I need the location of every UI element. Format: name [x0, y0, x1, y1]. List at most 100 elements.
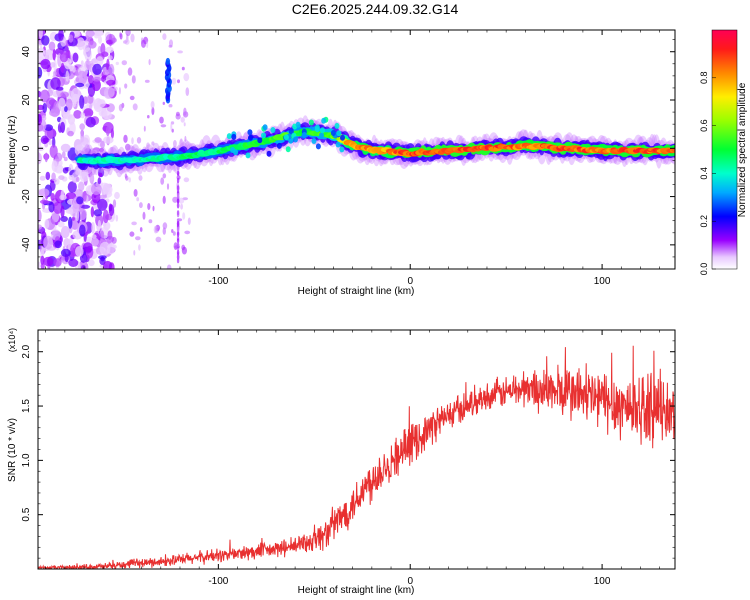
spectrogram-panel: -100 0 100 -40 -20 0 20 40 Height of straight … — [7, 29, 676, 297]
spectrogram-cell — [314, 126, 320, 133]
colorbar: 0.0 0.2 0.4 0.6 0.8 Normalized spectral ampl… — [699, 29, 748, 276]
spectrogram-cell — [76, 196, 84, 205]
spectrogram-cell — [97, 219, 102, 232]
spectrogram-cell — [62, 151, 66, 159]
spectrogram-cell — [54, 178, 60, 185]
y-tick-label: 40 — [21, 46, 32, 58]
spectrogram-cell — [105, 125, 110, 137]
spectrogram-cell — [176, 171, 180, 176]
spectrogram-cell — [112, 199, 117, 208]
x-tick-label: -100 — [208, 576, 228, 587]
spectrogram-cell — [184, 135, 187, 142]
colorbar-frame — [711, 29, 738, 270]
y-tick-label: -20 — [21, 189, 32, 204]
spectrogram-cell — [67, 181, 77, 193]
spectrogram-cell — [60, 62, 65, 73]
spectrogram-cell — [106, 79, 116, 86]
spectrogram-cell — [176, 192, 180, 198]
spectrogram-cell — [135, 236, 141, 241]
spectrogram-cell — [176, 242, 180, 248]
spectrogram-cell — [58, 97, 66, 112]
spectrogram-cell — [99, 194, 108, 199]
spectrogram-cell — [82, 190, 87, 202]
spectrogram-cell — [308, 119, 314, 126]
spectrogram-cell — [102, 184, 110, 193]
y-tick-label: -40 — [21, 237, 32, 252]
spectrogram-cell — [48, 201, 55, 213]
spectrogram-cell — [60, 205, 65, 218]
spectrogram-cell — [115, 79, 118, 86]
colorbar-gradient — [712, 30, 737, 269]
spectrogram-cell — [60, 225, 70, 239]
spectrogram-cell — [102, 209, 109, 224]
spectrogram-cell — [155, 236, 162, 243]
colorbar-tick-label: 0.0 — [699, 263, 709, 276]
spectrogram-cell — [166, 264, 172, 269]
spectrogram-cell — [168, 104, 173, 108]
spectrogram-cell — [96, 100, 106, 108]
spectrogram-cell — [113, 86, 118, 92]
spectrogram-cell — [146, 41, 149, 49]
spectrogram-cell — [97, 198, 108, 211]
x-tick-label: 100 — [594, 576, 611, 587]
spectrogram-cell — [48, 139, 53, 146]
spectrogram-cell — [301, 132, 307, 138]
spectrogram-cell — [88, 75, 94, 85]
spectrogram-cell — [124, 83, 128, 89]
y-tick-label: 0 — [21, 145, 32, 151]
spectrogram-cell — [87, 259, 95, 267]
spectrogram-cell — [146, 142, 150, 149]
spectrogram-cell — [115, 214, 119, 222]
spectrogram-cell — [107, 55, 113, 61]
spectrogram-cell — [76, 70, 88, 85]
spectrogram-cell — [123, 40, 128, 44]
spectrogram-cell — [183, 107, 187, 116]
snr-y-ticks: 0.5 1.0 1.5 2.0 — [21, 340, 675, 559]
spectrogram-cell — [98, 35, 102, 44]
spectrogram-cell — [335, 141, 341, 148]
spectrogram-cell — [178, 197, 185, 204]
spectrogram-cell — [38, 142, 42, 147]
spectrogram-cell — [45, 171, 51, 181]
spectrogram-cell — [111, 236, 117, 244]
spectrogram-cell — [48, 41, 56, 51]
spectrogram-cell — [671, 147, 675, 153]
snr-panel: -100 0 100 0.5 1.0 1.5 2.0 Height of straight… — [7, 328, 676, 596]
spectrogram-cell — [96, 56, 104, 66]
colorbar-ticks: 0.0 0.2 0.4 0.6 0.8 — [699, 72, 716, 276]
spectrogram-cell — [173, 140, 177, 148]
spectrogram-cell — [71, 216, 75, 221]
spectrogram-cell — [49, 109, 60, 117]
spectrogram-cell — [91, 79, 101, 92]
spectrogram-cell — [98, 172, 103, 177]
spectrogram-cell — [68, 258, 79, 267]
spectrogram-cell — [257, 137, 263, 144]
spectrogram-cell — [99, 241, 111, 256]
spectrogram-cell — [63, 156, 68, 162]
spectrogram-cell — [93, 32, 100, 39]
snr-x-ticks: -100 0 100 — [45, 330, 660, 587]
spectrogram-cell — [49, 144, 58, 159]
spectrogram-cell — [131, 221, 137, 226]
spectrogram-cell — [142, 211, 146, 220]
spectrogram-cell — [79, 95, 85, 109]
spectrogram-cell — [100, 140, 105, 149]
spectrogram-cell — [293, 136, 298, 143]
spectrogram-cell — [119, 33, 123, 40]
spectrogram-cell — [60, 121, 66, 134]
spectrogram-cell — [183, 73, 190, 82]
spectrogram-cell — [39, 89, 50, 103]
spectrogram-cell — [100, 256, 105, 262]
spectrogram-cell — [41, 115, 47, 122]
spectrogram-cell — [100, 43, 106, 56]
spectrogram-cell — [176, 212, 180, 218]
spectrogram-cell — [102, 69, 109, 76]
spectrogram-cell — [319, 132, 324, 139]
spectrogram-cell — [136, 197, 140, 202]
spectrogram-cell — [53, 201, 63, 214]
spectrogram-cell — [185, 87, 190, 96]
spectrogram-cell — [60, 91, 69, 98]
spectrogram-cell — [85, 30, 95, 38]
spectrogram-cell — [71, 87, 81, 102]
spectrogram-cell — [168, 44, 173, 48]
